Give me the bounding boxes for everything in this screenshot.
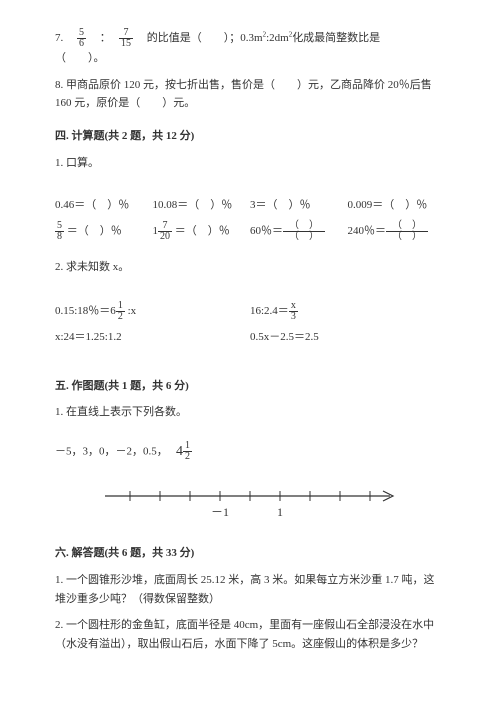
s4-eq3: x:24＝1.25:1.2 <box>55 328 250 347</box>
question-7: 7. 5 6 ： 7 15 的比值是（ ）；0.3m2:2dm2化成最简整数比是… <box>55 28 445 68</box>
s5-mixed-frac: 1 2 <box>183 441 192 462</box>
s4-r2c2-frac: 7 20 <box>158 221 172 242</box>
tick-pos1: 1 <box>277 505 283 519</box>
q7-line2: （ ）。 <box>55 49 445 68</box>
number-line-svg: －1 1 <box>100 482 400 524</box>
s4-r2c4: 240％＝ （ ） （ ） <box>348 221 446 242</box>
s4-r2c2-tail: ＝（ ）％ <box>172 225 230 237</box>
tick-neg1: －1 <box>211 505 229 519</box>
s4-r2c3-head: 60％＝ <box>250 225 283 237</box>
s4-eq1-frac: 1 2 <box>116 301 125 322</box>
s4-r2c3: 60％＝ （ ） （ ） <box>250 221 348 242</box>
section-5-title: 五. 作图题(共 1 题，共 6 分) <box>55 377 445 396</box>
s4-r2c3-frac: （ ） （ ） <box>283 221 325 242</box>
s4-eq2: 16:2.4＝ x 3 <box>250 301 445 322</box>
number-line: －1 1 <box>55 482 445 531</box>
s4-eq1: 0.15:18％＝6 1 2 :x <box>55 301 250 322</box>
s4-eqr2: x:24＝1.25:1.2 0.5x－2.5＝2.5 <box>55 328 445 347</box>
s6-q1: 1. 一个圆锥形沙堆，底面周长 25.12 米，高 3 米。如果每立方米沙重 1… <box>55 571 445 608</box>
s4-eq2-pre: 16:2.4＝ <box>250 305 289 317</box>
s4-r1c2: 10.08＝（ ）％ <box>153 196 251 215</box>
q7-prefix: 7. <box>55 32 74 44</box>
s4-r1c3: 3＝（ ）％ <box>250 196 348 215</box>
s4-q2: 2. 求未知数 x。 <box>55 258 445 277</box>
q7-frac2: 7 15 <box>119 28 133 49</box>
s4-r2c1: 5 8 ＝（ ）％ <box>55 221 153 242</box>
s4-r2c4-frac: （ ） （ ） <box>386 221 428 242</box>
s4-r2c4-head: 240％＝ <box>348 225 387 237</box>
q7-tail: 化成最简整数比是 <box>292 32 380 44</box>
s5-nums-pre: －5，3，0，－2，0.5， <box>55 445 173 457</box>
s4-eq1-tail: :x <box>125 305 136 317</box>
s5-numbers: －5，3，0，－2，0.5， 4 1 2 <box>55 440 445 464</box>
question-8: 8. 甲商品原价 120 元，按七折出售，售价是（ ）元，乙商品降价 20％后售… <box>55 76 445 113</box>
s4-row2: 5 8 ＝（ ）％ 1 7 20 ＝（ ）％ 60％＝ （ ） （ ） 240％… <box>55 221 445 242</box>
q7-frac1: 5 6 <box>77 28 86 49</box>
section-4-title: 四. 计算题(共 2 题，共 12 分) <box>55 127 445 146</box>
s4-r2c2: 1 7 20 ＝（ ）％ <box>153 221 251 242</box>
s5-mixed-whole: 4 <box>176 444 183 459</box>
s4-eq4: 0.5x－2.5＝2.5 <box>250 328 445 347</box>
s4-r1c4: 0.009＝（ ）％ <box>348 196 446 215</box>
s4-r2c1-frac: 5 8 <box>55 221 64 242</box>
section-6-title: 六. 解答题(共 6 题，共 33 分) <box>55 544 445 563</box>
q7-mid2: :2dm <box>266 32 289 44</box>
s4-eq2-frac: x 3 <box>289 301 298 322</box>
s4-r2c1-tail: ＝（ ）％ <box>64 225 122 237</box>
s5-q1: 1. 在直线上表示下列各数。 <box>55 403 445 422</box>
q7-colon: ： <box>89 32 117 44</box>
s6-q2: 2. 一个圆柱形的金鱼缸，底面半径是 40cm，里面有一座假山石全部浸没在水中（… <box>55 616 445 653</box>
s4-eqr1: 0.15:18％＝6 1 2 :x 16:2.4＝ x 3 <box>55 301 445 322</box>
s4-eq1-pre: 0.15:18％＝6 <box>55 305 116 317</box>
s4-row1: 0.46＝（ ）％ 10.08＝（ ）％ 3＝（ ）％ 0.009＝（ ）％ <box>55 196 445 215</box>
s4-q1: 1. 口算。 <box>55 154 445 173</box>
q7-mid: 的比值是（ ）；0.3m <box>136 32 263 44</box>
s4-r1c1: 0.46＝（ ）％ <box>55 196 153 215</box>
